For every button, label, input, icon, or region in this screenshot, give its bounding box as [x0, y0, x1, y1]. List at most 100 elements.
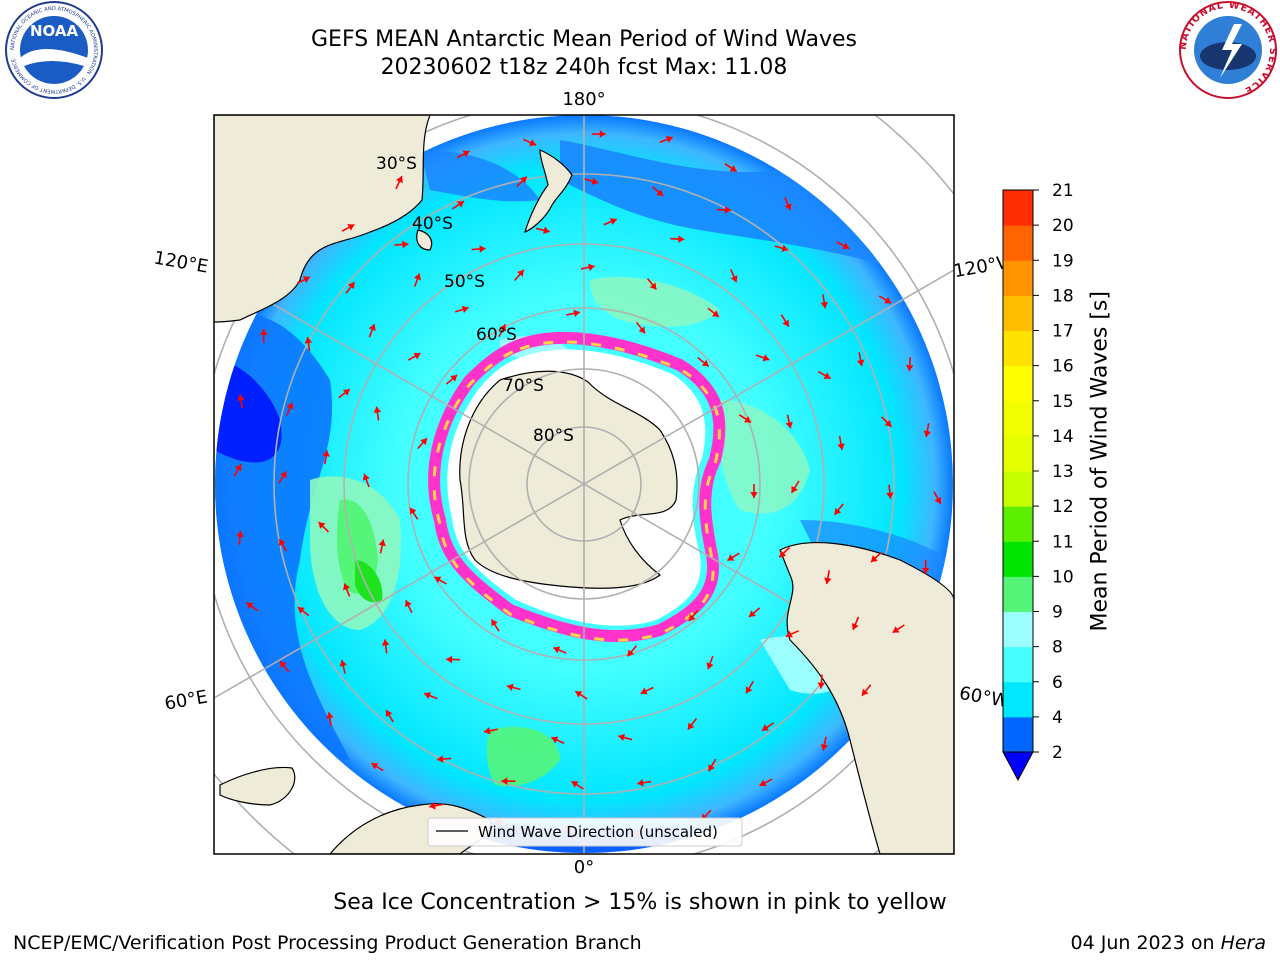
- wave-direction-arrowhead: [708, 764, 715, 772]
- high-period-patch: [355, 560, 383, 603]
- madagascar-land: [219, 766, 296, 806]
- wave-direction-arrowhead: [573, 309, 580, 318]
- lat-label-40s: 40°S: [412, 214, 453, 234]
- colorbar-tick-label: 10: [1052, 567, 1074, 587]
- wave-direction-arrowhead: [750, 492, 758, 498]
- colorbar-segment: [1003, 190, 1033, 226]
- wave-direction-arrowhead: [744, 416, 752, 423]
- lon-label-0: 0°: [574, 857, 594, 878]
- colorbar-segment: [1003, 681, 1033, 718]
- colorbar-tick-label: 6: [1052, 673, 1063, 693]
- wave-direction-arrowhead: [280, 471, 287, 479]
- wave-direction-arrowhead: [571, 781, 579, 788]
- very-low-period-patch: [215, 360, 282, 463]
- wave-direction-arrowhead: [934, 496, 942, 504]
- colorbar-segment: [1003, 541, 1033, 577]
- noaa-logo-text: NOAA: [30, 22, 79, 40]
- colorbar: 2 4 6 8 9 10 11 12 13 14 15 16 17 18 19 20 21: [1002, 181, 1074, 782]
- footer-left: NCEP/EMC/Verification Post Processing Pr…: [13, 932, 642, 954]
- wave-direction-arrowhead: [347, 282, 355, 290]
- wave-direction-arrowhead: [483, 727, 491, 735]
- wave-direction-arrowhead: [870, 555, 878, 563]
- colorbar-segment: [1003, 471, 1033, 507]
- legend-label: Wind Wave Direction (unscaled): [478, 823, 718, 841]
- wave-direction-arrowhead: [711, 310, 719, 317]
- wave-direction-arrowhead: [575, 691, 583, 698]
- colorbar-segment: [1003, 260, 1033, 296]
- wave-direction-arrowhead: [286, 402, 294, 410]
- colorbar-segment: [1003, 225, 1033, 261]
- wave-direction-arrowhead: [759, 779, 767, 787]
- footer-right: 04 Jun 2023 on Hera: [1071, 932, 1267, 954]
- colorbar-tick-label: 12: [1052, 497, 1074, 517]
- wave-direction-arrowhead: [591, 177, 599, 185]
- wave-direction-arrowhead: [892, 626, 900, 633]
- map-legend: Wind Wave Direction (unscaled): [427, 817, 743, 847]
- colorbar-tick-label: 4: [1052, 708, 1063, 728]
- colorbar-segment: [1003, 646, 1033, 683]
- wave-direction-arrowhead: [429, 802, 436, 810]
- wave-direction-arrowhead: [410, 507, 417, 515]
- wave-direction-arrowhead: [302, 276, 310, 283]
- wave-direction-arrowhead: [640, 687, 648, 695]
- wave-direction-arrowhead: [785, 630, 793, 638]
- wave-direction-arrowhead: [687, 722, 695, 730]
- wave-direction-arrowhead: [343, 583, 351, 591]
- wave-direction-arrowhead: [529, 139, 537, 147]
- wave-direction-arrowhead: [420, 438, 427, 446]
- noaa-logo: NOAA NATIONAL OCEANIC AND ATMOSPHERIC AD…: [5, 1, 103, 99]
- colorbar-segment: [1003, 295, 1033, 331]
- wave-direction-arrowhead: [371, 763, 379, 770]
- wave-direction-arrowhead: [519, 176, 527, 184]
- colorbar-tick-label: 21: [1052, 181, 1074, 201]
- colorbar-segment: [1003, 400, 1033, 437]
- wave-direction-arrowhead: [362, 473, 370, 481]
- wave-direction-arrowhead: [923, 430, 931, 438]
- colorbar-tick-label: 18: [1052, 286, 1074, 306]
- wave-direction-arrowhead: [817, 682, 826, 689]
- colorbar-tick-label: 8: [1052, 638, 1063, 658]
- wave-direction-arrowhead: [368, 324, 376, 331]
- chart-title: GEFS MEAN Antarctic Mean Period of Wind …: [311, 27, 857, 52]
- wave-direction-arrowhead: [824, 577, 832, 585]
- wave-direction-arrowhead: [413, 273, 421, 281]
- lat-label-30s: 30°S: [376, 154, 417, 174]
- wave-direction-arrowhead: [884, 296, 892, 304]
- lon-label-120e: 120°E: [152, 247, 210, 277]
- colorbar-tick-label: 19: [1052, 251, 1074, 271]
- wave-direction-arrowhead: [553, 646, 561, 654]
- wave-direction-arrowhead: [326, 712, 334, 719]
- colorbar-segment: [1003, 611, 1033, 648]
- wave-direction-arrowhead: [791, 485, 798, 493]
- wave-direction-arrowhead: [665, 135, 673, 143]
- wave-direction-arrowhead: [413, 352, 421, 360]
- colorbar-label: Mean Period of Wind Waves [s]: [1087, 291, 1113, 632]
- wave-direction-arrowhead: [396, 176, 403, 184]
- wave-direction-arrowhead: [785, 421, 793, 429]
- low-period-patch: [560, 140, 900, 270]
- colorbar-tick-label: 14: [1052, 427, 1074, 447]
- wave-direction-arrowhead: [342, 389, 350, 396]
- wave-direction-arrowhead: [820, 743, 829, 751]
- wind-wave-arrows: [233, 130, 942, 837]
- wave-direction-arrowhead: [404, 600, 412, 608]
- mid-period-patch: [590, 276, 720, 327]
- colorbar-segment: [1003, 506, 1033, 542]
- wave-direction-arrowhead: [279, 539, 286, 547]
- south-america-land: [779, 541, 954, 854]
- colorbar-segment: [1003, 330, 1033, 367]
- wave-direction-arrowhead: [730, 275, 738, 283]
- wave-direction-arrowhead: [462, 150, 470, 158]
- wave-direction-arrowhead: [434, 576, 442, 584]
- colorbar-tick-label: 17: [1052, 322, 1074, 342]
- wave-direction-arrowhead: [784, 203, 792, 211]
- wave-direction-arrowhead: [656, 189, 664, 197]
- colorbar-tick-label: 13: [1052, 462, 1074, 482]
- wave-direction-arrowhead: [424, 692, 432, 700]
- wave-direction-arrowhead: [649, 282, 657, 290]
- colorbar-tick-label: 20: [1052, 216, 1074, 236]
- wave-direction-arrowhead: [706, 662, 714, 670]
- wave-direction-arrowhead: [506, 683, 514, 691]
- nws-logo: NATIONAL WEATHER SERVICE: [1178, 0, 1277, 99]
- australia-land: [214, 115, 431, 323]
